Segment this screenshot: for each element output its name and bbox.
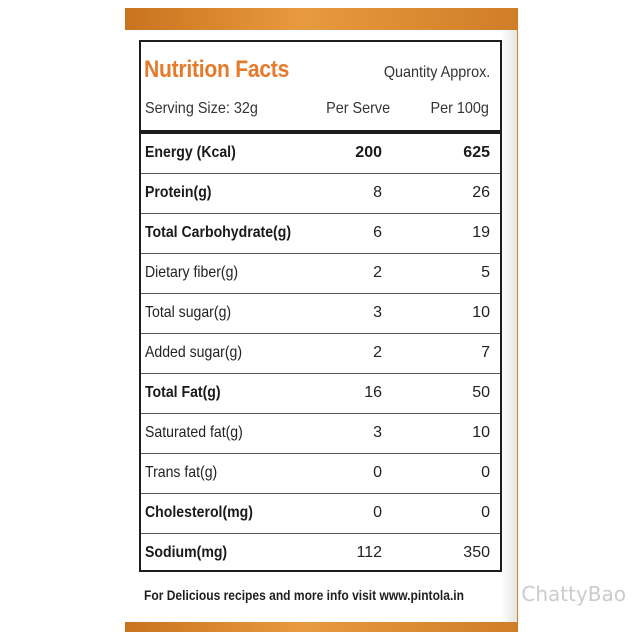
- column-header-per-100g: Per 100g: [430, 100, 489, 117]
- nutrient-name: Total sugar(g): [145, 304, 232, 321]
- row-divider: [141, 533, 500, 534]
- row-divider: [141, 413, 500, 414]
- row-divider: [141, 173, 500, 174]
- row-divider: [141, 213, 500, 214]
- nutrient-name: Protein(g): [145, 184, 212, 201]
- nutrient-name: Energy (Kcal): [145, 144, 236, 161]
- nutrient-name: Added sugar(g): [145, 344, 243, 361]
- footer-note: For Delicious recipes and more info visi…: [144, 587, 465, 603]
- per-serve-value: 200: [355, 144, 382, 161]
- nutrient-name: Cholesterol(mg): [145, 504, 253, 521]
- column-header-per-serve: Per Serve: [325, 100, 390, 117]
- watermark: ChattyBao: [521, 582, 626, 606]
- per-serve-value: 112: [356, 544, 382, 561]
- label-paper: [125, 30, 517, 622]
- per-serve-value: 3: [373, 304, 382, 321]
- table-row: Total Fat(g) 16 50: [141, 374, 500, 414]
- header-divider: [141, 130, 500, 134]
- nutrient-name: Sodium(mg): [145, 544, 228, 561]
- per-serve-value: 2: [373, 264, 382, 281]
- nutrient-name: Total Carbohydrate(g): [145, 224, 292, 241]
- table-row: Added sugar(g) 2 7: [141, 334, 500, 374]
- nutrition-title: Nutrition Facts: [144, 56, 290, 83]
- per-100g-value: 10: [472, 424, 490, 441]
- row-divider: [141, 253, 500, 254]
- per-100g-value: 50: [472, 384, 490, 401]
- per-100g-value: 625: [463, 144, 490, 161]
- row-divider: [141, 373, 500, 374]
- per-100g-value: 0: [481, 504, 490, 521]
- table-row: Protein(g) 8 26: [141, 174, 500, 214]
- nutrition-table-border: [139, 40, 502, 572]
- per-serve-value: 16: [364, 384, 382, 401]
- quantity-note: Quantity Approx.: [383, 64, 490, 81]
- table-row: Total Carbohydrate(g) 6 19: [141, 214, 500, 254]
- row-divider: [141, 333, 500, 334]
- table-row: Dietary fiber(g) 2 5: [141, 254, 500, 294]
- nutrient-name: Saturated fat(g): [145, 424, 243, 441]
- table-row: Sodium(mg) 112 350: [141, 534, 500, 570]
- table-row: Saturated fat(g) 3 10: [141, 414, 500, 454]
- per-100g-value: 0: [481, 464, 490, 481]
- per-100g-value: 26: [472, 184, 490, 201]
- nutrient-name: Dietary fiber(g): [145, 264, 239, 281]
- table-row: Energy (Kcal) 200 625: [141, 134, 500, 174]
- per-serve-value: 0: [373, 464, 382, 481]
- per-serve-value: 2: [373, 344, 382, 361]
- per-serve-value: 8: [373, 184, 382, 201]
- row-divider: [141, 493, 500, 494]
- nutrient-name: Total Fat(g): [145, 384, 221, 401]
- row-divider: [141, 293, 500, 294]
- per-serve-value: 3: [373, 424, 382, 441]
- per-100g-value: 19: [472, 224, 490, 241]
- table-row: Total sugar(g) 3 10: [141, 294, 500, 334]
- per-100g-value: 7: [481, 344, 490, 361]
- table-row: Cholesterol(mg) 0 0: [141, 494, 500, 534]
- nutrient-name: Trans fat(g): [145, 464, 218, 481]
- per-100g-value: 5: [481, 264, 490, 281]
- serving-size: Serving Size: 32g: [145, 100, 258, 117]
- table-row: Trans fat(g) 0 0: [141, 454, 500, 494]
- per-serve-value: 6: [373, 224, 382, 241]
- per-serve-value: 0: [373, 504, 382, 521]
- per-100g-value: 10: [472, 304, 490, 321]
- per-100g-value: 350: [463, 544, 490, 561]
- row-divider: [141, 453, 500, 454]
